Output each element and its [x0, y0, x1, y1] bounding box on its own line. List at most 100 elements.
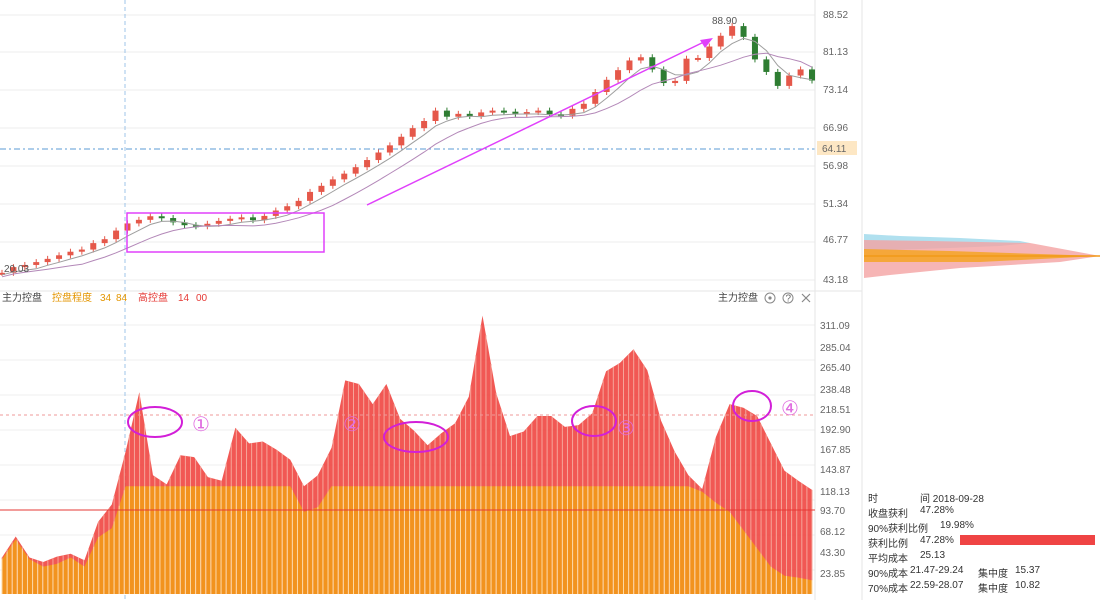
lower-axis-labels: 311.09 285.04 265.40 238.48 218.51 192.9…	[820, 321, 851, 580]
indicator-title-right: 主力控盘	[718, 291, 758, 304]
candle	[398, 136, 405, 146]
candle	[672, 80, 679, 84]
osc-label: 143.87	[820, 465, 851, 476]
candle	[443, 110, 450, 117]
info-row-value: 47.28%	[920, 535, 954, 546]
candle	[364, 160, 371, 168]
candle	[33, 262, 40, 265]
price-label: 81.13	[823, 47, 848, 58]
time-label: 时	[868, 494, 878, 505]
candle	[421, 121, 428, 129]
legend-item: 84	[116, 293, 128, 304]
candle	[21, 264, 28, 268]
candle	[786, 75, 793, 86]
price-label: 88.52	[823, 10, 848, 21]
osc-label: 218.51	[820, 405, 851, 416]
legend-item: 高控盘	[138, 291, 168, 304]
candle	[774, 71, 781, 86]
help-icon[interactable]: ?	[782, 292, 794, 305]
info-row-tag: 集中度	[978, 584, 1008, 595]
upper-grid	[0, 14, 815, 281]
candle	[295, 200, 302, 207]
current-price-tag	[817, 141, 857, 155]
info-row-value: 21.47-29.24	[910, 565, 964, 576]
candle	[113, 230, 120, 240]
osc-label: 43.30	[820, 548, 845, 559]
info-row-label: 平均成本	[868, 554, 908, 565]
candle	[809, 69, 815, 81]
candle	[512, 111, 519, 114]
candle	[478, 112, 485, 116]
indicator-title: 主力控盘	[2, 291, 42, 304]
candle	[432, 110, 439, 121]
candle	[580, 103, 587, 109]
peak-annotations	[127, 390, 772, 453]
candle	[329, 179, 336, 186]
candle	[341, 173, 348, 180]
date-value: 间 2018-09-28	[920, 494, 984, 505]
candle	[147, 216, 154, 220]
osc-label: 265.40	[820, 363, 851, 374]
candle	[523, 112, 530, 115]
candle	[215, 220, 222, 224]
peak-circle-2	[383, 421, 449, 453]
price-label: 43.18	[823, 275, 848, 286]
candle	[204, 223, 211, 227]
candle	[706, 46, 713, 58]
peak-number-2: ②	[343, 412, 361, 436]
price-label: 46.77	[823, 235, 848, 246]
info-row-tag-value: 15.37	[1015, 565, 1041, 576]
candle	[67, 251, 74, 256]
legend-item: 控盘程度	[52, 291, 92, 304]
candle	[763, 59, 770, 72]
candle	[249, 217, 256, 221]
candle	[740, 26, 747, 37]
info-row-tag: 集中度	[978, 569, 1008, 580]
legend-item: 14	[178, 293, 190, 304]
peak-circle-4	[732, 390, 772, 422]
candle	[227, 218, 234, 221]
profit-ratio-bar	[960, 535, 1095, 545]
candle	[261, 215, 268, 221]
candle	[466, 113, 473, 116]
candle	[90, 243, 97, 250]
candle	[78, 249, 85, 252]
candle	[44, 258, 51, 263]
candle	[603, 79, 610, 92]
osc-label: 192.90	[820, 425, 851, 436]
candle	[683, 58, 690, 81]
candle	[10, 267, 17, 273]
info-row-label: 获利比例	[868, 539, 908, 550]
candle	[181, 222, 188, 226]
candle	[751, 36, 758, 60]
price-label: 66.96	[823, 123, 848, 134]
candle	[660, 69, 667, 84]
peak-number-4: ④	[781, 396, 799, 420]
consolidation-box	[126, 212, 325, 253]
high-label: 88.90	[712, 16, 737, 27]
osc-label: 311.09	[820, 321, 850, 332]
legend-item: 34	[100, 293, 112, 304]
ma-line-2	[1, 52, 813, 278]
price-label: 51.34	[823, 199, 848, 210]
upper-axis-labels: 88.52 81.13 73.14 66.96 56.98 51.34 46.7…	[823, 10, 848, 286]
osc-label: 93.70	[820, 506, 845, 517]
peak-number-1: ①	[192, 412, 210, 436]
close-icon[interactable]	[801, 293, 811, 303]
settings-icon[interactable]	[764, 292, 776, 304]
peak-circle-1	[127, 406, 183, 438]
candle	[546, 110, 553, 115]
candle	[717, 35, 724, 47]
info-row-label: 90%成本	[868, 569, 909, 580]
osc-label: 118.13	[820, 487, 850, 498]
candle	[409, 128, 416, 137]
candle	[386, 145, 393, 153]
candle	[284, 206, 291, 211]
trend-arrow	[366, 38, 713, 206]
info-row-value: 22.59-28.07	[910, 580, 964, 591]
info-row-value: 47.28%	[920, 505, 954, 516]
price-label: 56.98	[823, 161, 848, 172]
orange-area	[2, 486, 812, 594]
candle	[592, 91, 599, 104]
candle	[318, 185, 325, 192]
